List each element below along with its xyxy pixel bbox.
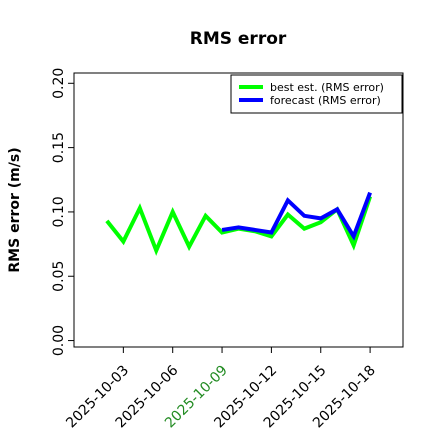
legend-label: best est. (RMS error): [270, 81, 384, 94]
chart-title: RMS error: [190, 29, 287, 49]
y-tick-label: 0.05: [51, 261, 67, 292]
legend-label: forecast (RMS error): [270, 94, 381, 107]
y-tick-label: 0.10: [51, 196, 67, 227]
plot-frame: [73, 72, 404, 348]
y-axis-title: RMS error (m/s): [7, 147, 23, 272]
y-tick-label: 0.20: [51, 68, 67, 99]
series-line: [105, 195, 372, 256]
y-tick-label: 0.15: [51, 132, 67, 163]
legend-box: [230, 74, 403, 114]
series-line: [221, 191, 372, 241]
y-tick-label: 0.00: [51, 325, 67, 356]
